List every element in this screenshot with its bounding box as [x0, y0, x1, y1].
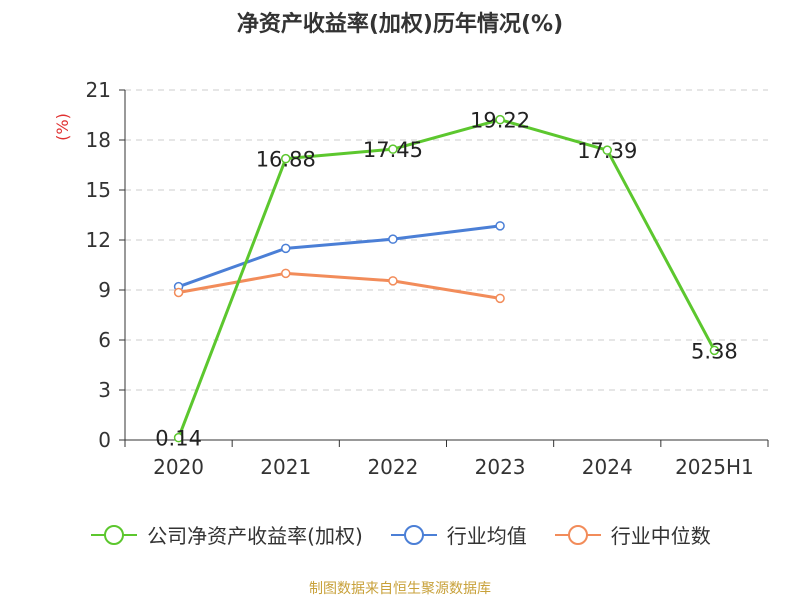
data-label: 17.39 — [577, 139, 637, 163]
legend-marker-orange-icon — [554, 524, 601, 545]
data-labels: 0.14 16.88 17.45 19.22 17.39 5.38 — [155, 109, 738, 451]
chart-title: 净资产收益率(加权)历年情况(%) — [236, 12, 564, 37]
x-tick-label: 2020 — [153, 455, 204, 479]
data-label: 19.22 — [470, 109, 530, 133]
y-tick-label: 9 — [98, 278, 111, 302]
series-line — [177, 118, 716, 439]
y-tick-label: 18 — [86, 128, 111, 152]
series-line — [178, 271, 501, 300]
legend-item-industry-median[interactable]: 行业中位数 — [553, 520, 711, 549]
x-tick-label: 2025H1 — [675, 455, 754, 479]
data-point — [709, 345, 720, 356]
data-label: 17.45 — [363, 138, 423, 162]
series-line — [178, 224, 501, 289]
data-label: 16.88 — [256, 148, 316, 172]
data-point — [388, 276, 398, 286]
y-tick-label: 6 — [98, 328, 111, 352]
data-point — [281, 153, 291, 164]
source-note: 制图数据来自恒生聚源数据库 — [309, 581, 491, 597]
y-tick-label: 3 — [98, 378, 111, 402]
data-point — [388, 144, 398, 154]
legend-item-industry-mean[interactable]: 行业均值 — [389, 520, 527, 549]
axes: 0 3 6 9 12 15 18 21 (%) 2020 2021 2022 2023 2024 2025H… — [53, 78, 769, 479]
data-point — [602, 145, 612, 155]
data-point — [281, 243, 291, 254]
legend: 公司净资产收益率(加权) 行业均值 行业中位数 — [0, 520, 800, 549]
legend-label-industry-median: 行业中位数 — [610, 524, 711, 548]
data-point — [173, 432, 184, 443]
data-point — [495, 221, 505, 231]
y-axis-label: (%) — [53, 113, 72, 141]
y-tick-label: 15 — [86, 178, 111, 202]
data-point — [495, 114, 505, 125]
legend-marker-blue-icon — [390, 524, 437, 545]
data-label: 5.38 — [691, 339, 738, 363]
data-point — [495, 293, 505, 304]
x-tick-label: 2022 — [367, 455, 418, 479]
x-tick-label: 2024 — [582, 455, 633, 479]
x-tick-label: 2023 — [475, 455, 526, 479]
legend-marker-green-icon — [91, 524, 138, 545]
data-label: 0.14 — [155, 427, 202, 451]
legend-label-company-roe: 公司净资产收益率(加权) — [147, 524, 363, 548]
legend-label-industry-mean: 行业均值 — [446, 524, 527, 548]
data-point — [173, 287, 184, 298]
legend-item-company-roe[interactable]: 公司净资产收益率(加权) — [89, 520, 363, 549]
series-lines — [173, 114, 720, 443]
y-tick-label: 0 — [98, 428, 111, 452]
data-point — [281, 268, 291, 279]
y-tick-label: 12 — [86, 228, 111, 252]
x-tick-label: 2021 — [260, 455, 311, 479]
data-point — [388, 234, 398, 244]
y-tick-label: 21 — [86, 78, 111, 102]
